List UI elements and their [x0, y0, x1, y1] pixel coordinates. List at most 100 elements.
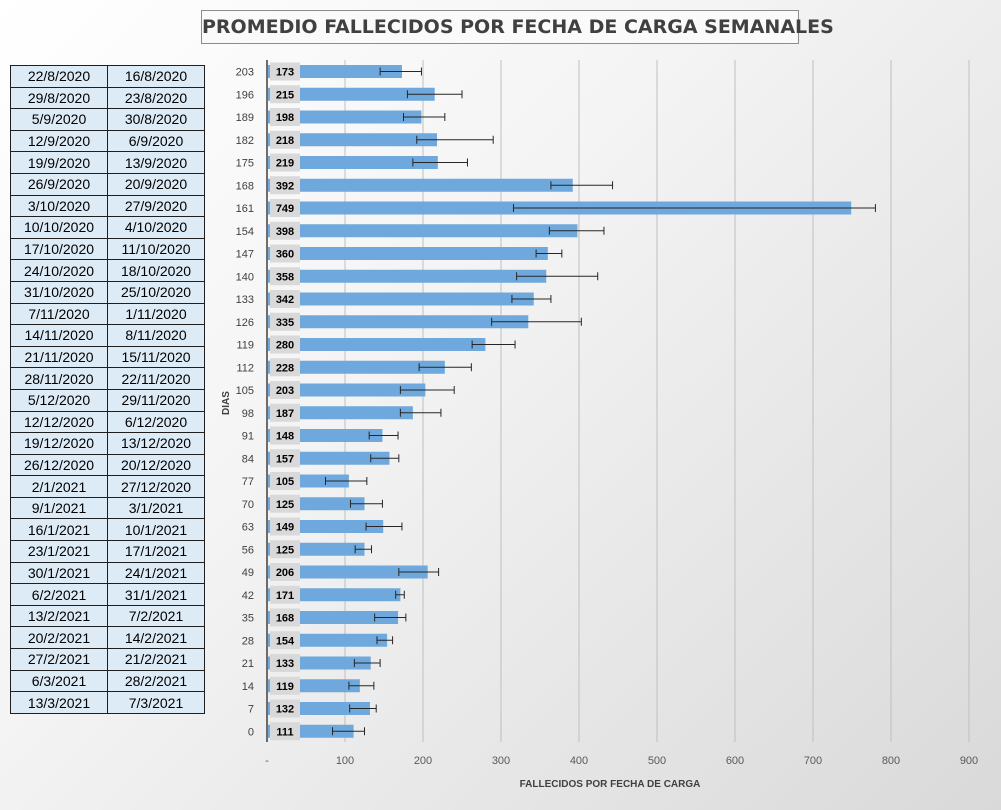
date-end-cell: 23/1/2021	[10, 540, 108, 563]
data-label: 149	[276, 522, 294, 534]
date-start-cell: 25/10/2020	[107, 280, 205, 304]
data-label: 219	[276, 158, 294, 170]
data-label-box	[270, 472, 300, 490]
x-tick-label: 100	[336, 755, 354, 767]
data-label-box	[270, 335, 300, 354]
date-start-cell: 20/12/2020	[107, 453, 205, 477]
dias-label: 49	[242, 567, 254, 579]
date-range-table: 22/8/2020 16/8/2020 29/8/2020 23/8/2020 5/9/…	[10, 65, 205, 714]
date-end-cell: 27/2/2021	[10, 648, 108, 671]
date-start-cell: 14/2/2021	[107, 626, 205, 650]
x-tick-label: 300	[492, 755, 510, 767]
date-row: 17/10/2020 11/10/2020	[10, 237, 205, 261]
x-tick-label: -	[265, 755, 269, 767]
data-label-box	[270, 449, 300, 468]
bar	[268, 110, 422, 124]
dias-label: 161	[236, 203, 254, 215]
x-tick-label: 600	[726, 755, 744, 767]
date-end-cell: 12/12/2020	[10, 410, 108, 434]
date-end-cell: 13/3/2021	[10, 691, 108, 714]
date-start-cell: 7/2/2021	[107, 604, 205, 628]
date-start-cell: 13/9/2020	[107, 151, 205, 174]
date-row: 22/8/2020 16/8/2020	[10, 65, 205, 88]
data-label-box	[270, 85, 300, 104]
bar	[268, 178, 573, 192]
date-end-cell: 26/12/2020	[10, 453, 108, 477]
data-label-box	[270, 631, 300, 650]
x-tick-label: 400	[570, 755, 588, 767]
date-end-cell: 26/9/2020	[10, 172, 108, 196]
bar	[268, 87, 435, 101]
date-row: 26/12/2020 20/12/2020	[10, 453, 205, 477]
date-start-cell: 24/1/2021	[107, 561, 205, 585]
data-label: 280	[276, 340, 294, 352]
data-label-box	[270, 540, 300, 559]
date-start-cell: 27/12/2020	[107, 475, 205, 498]
date-end-cell: 5/12/2020	[10, 388, 108, 412]
bar	[268, 292, 534, 306]
dias-label: 154	[236, 226, 254, 238]
dias-label: 112	[236, 362, 254, 374]
data-label: 398	[276, 226, 294, 238]
data-label: 171	[276, 590, 294, 602]
dias-label: 182	[236, 135, 254, 147]
data-label: 392	[276, 180, 294, 192]
date-end-cell: 16/1/2021	[10, 518, 108, 542]
date-start-cell: 20/9/2020	[107, 172, 205, 196]
data-label: 157	[276, 453, 294, 465]
data-label-box	[270, 494, 300, 513]
dias-label: 119	[236, 340, 254, 352]
x-tick-label: 500	[648, 755, 666, 767]
dias-label: 63	[242, 522, 254, 534]
date-start-cell: 6/9/2020	[107, 129, 205, 153]
date-row: 19/12/2020 13/12/2020	[10, 432, 205, 455]
date-start-cell: 18/10/2020	[107, 259, 205, 282]
dias-label: 196	[236, 89, 254, 101]
data-label: 749	[276, 203, 294, 215]
date-row: 13/2/2021 7/2/2021	[10, 604, 205, 628]
date-row: 14/11/2020 8/11/2020	[10, 324, 205, 347]
data-label: 215	[276, 89, 294, 101]
date-start-cell: 15/11/2020	[107, 345, 205, 369]
x-tick-label: 200	[414, 755, 432, 767]
data-label-box	[270, 108, 300, 126]
date-start-cell: 8/11/2020	[107, 324, 205, 347]
data-label: 335	[276, 317, 294, 329]
bar	[268, 269, 547, 283]
x-axis-title: FALLECIDOS POR FECHA DE CARGA	[520, 779, 701, 790]
bar	[268, 156, 438, 169]
data-label: 119	[276, 681, 294, 693]
bar	[268, 565, 428, 579]
data-label-box	[270, 62, 300, 81]
bar	[268, 65, 402, 78]
data-label: 154	[276, 635, 295, 647]
date-start-cell: 7/3/2021	[107, 691, 205, 714]
data-label-box	[270, 358, 300, 377]
dias-label: 21	[242, 658, 254, 670]
date-end-cell: 13/2/2021	[10, 604, 108, 628]
date-end-cell: 6/3/2021	[10, 669, 108, 693]
data-label-box	[270, 130, 300, 149]
data-label: 228	[276, 362, 294, 374]
date-start-cell: 13/12/2020	[107, 432, 205, 455]
dias-label: 168	[236, 180, 254, 192]
data-label: 203	[276, 385, 294, 397]
dias-label: 91	[242, 431, 254, 443]
dias-label: 77	[242, 476, 254, 488]
bar	[268, 588, 401, 602]
dias-label: 0	[248, 726, 254, 738]
date-row: 29/8/2020 23/8/2020	[10, 86, 205, 110]
bar	[268, 360, 445, 374]
data-label-box	[270, 426, 300, 445]
date-start-cell: 21/2/2021	[107, 648, 205, 671]
date-start-cell: 27/9/2020	[107, 194, 205, 218]
data-label-box	[270, 312, 300, 331]
date-end-cell: 14/11/2020	[10, 324, 108, 347]
data-label: 133	[276, 658, 294, 670]
data-label: 125	[276, 544, 294, 556]
date-row: 5/9/2020 30/8/2020	[10, 108, 205, 131]
date-end-cell: 19/9/2020	[10, 151, 108, 174]
date-start-cell: 22/11/2020	[107, 367, 205, 390]
date-end-cell: 29/8/2020	[10, 86, 108, 110]
data-label: 132	[276, 704, 294, 716]
